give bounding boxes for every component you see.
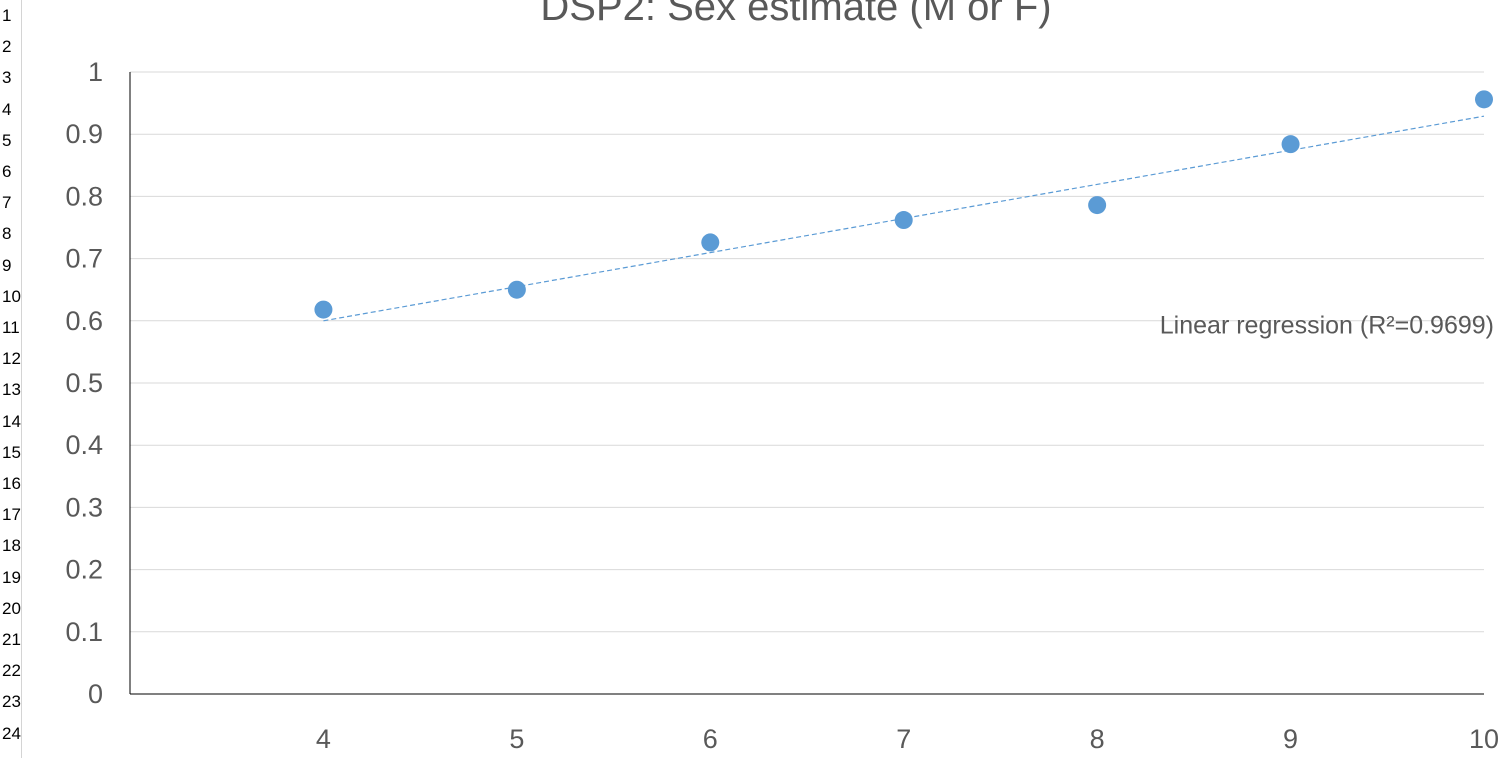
y-tick-label: 0.1 bbox=[65, 617, 103, 647]
row-number: 23 bbox=[2, 692, 21, 712]
y-tick-label: 1 bbox=[88, 57, 103, 87]
x-tick-label: 4 bbox=[316, 724, 331, 754]
row-number: 3 bbox=[2, 68, 12, 88]
x-tick-label: 9 bbox=[1283, 724, 1298, 754]
row-number: 22 bbox=[2, 661, 21, 681]
data-point bbox=[894, 211, 913, 230]
row-number: 1 bbox=[2, 6, 12, 25]
row-number: 20 bbox=[2, 598, 21, 618]
row-number: 8 bbox=[2, 224, 12, 244]
row-number: 21 bbox=[2, 630, 21, 649]
axes bbox=[129, 72, 1484, 695]
row-number: 7 bbox=[2, 193, 12, 213]
row-number: 4 bbox=[2, 99, 12, 119]
row-number: 11 bbox=[2, 318, 20, 337]
data-point bbox=[701, 233, 720, 252]
row-number: 13 bbox=[2, 380, 21, 400]
x-tick-label: 5 bbox=[509, 724, 524, 754]
row-number: 17 bbox=[2, 505, 21, 525]
regression-annotation: Linear regression (R²=0.9699) bbox=[1160, 312, 1494, 340]
y-tick-label: 0.8 bbox=[65, 181, 103, 211]
row-number: 19 bbox=[2, 567, 21, 587]
x-tick-label: 7 bbox=[896, 724, 911, 754]
y-tick-label: 0 bbox=[88, 679, 103, 709]
row-number: 14 bbox=[2, 411, 21, 431]
x-axis-ticks: 4 5 6 7 8 9 10 bbox=[316, 724, 1499, 754]
y-tick-label: 0.4 bbox=[65, 430, 103, 460]
row-number: 2 bbox=[2, 37, 12, 57]
data-point bbox=[1088, 196, 1107, 215]
row-number: 15 bbox=[2, 442, 21, 462]
data-point bbox=[1475, 90, 1493, 109]
data-point bbox=[507, 280, 526, 299]
y-tick-label: 0.9 bbox=[65, 119, 103, 149]
row-number: 5 bbox=[2, 130, 12, 150]
y-tick-label: 0.3 bbox=[65, 492, 103, 522]
grid-lines bbox=[130, 71, 1484, 633]
row-number: 9 bbox=[2, 255, 12, 275]
row-number-gutter: 1 2 3 4 5 6 7 8 9 10 11 12 13 14 15 16 17 18 19 20 21 22 23 24 bbox=[0, 0, 22, 758]
row-number: 12 bbox=[2, 349, 21, 369]
y-tick-label: 0.5 bbox=[65, 368, 103, 398]
x-tick-label: 10 bbox=[1469, 724, 1499, 754]
data-point bbox=[1281, 135, 1300, 154]
row-number: 18 bbox=[2, 536, 21, 556]
chart-title: DSP2: Sex estimate (M or F) bbox=[540, 0, 1051, 29]
x-tick-label: 8 bbox=[1090, 724, 1105, 754]
y-tick-label: 0.6 bbox=[65, 306, 103, 336]
row-number: 10 bbox=[2, 286, 21, 306]
y-axis-ticks: 0 0.1 0.2 0.3 0.4 0.5 0.6 0.7 0.8 0.9 1 bbox=[65, 57, 103, 709]
data-point bbox=[314, 300, 333, 319]
x-tick-label: 6 bbox=[703, 724, 718, 754]
row-number: 24 bbox=[2, 723, 21, 743]
data-points bbox=[314, 90, 1493, 319]
y-tick-label: 0.2 bbox=[65, 555, 103, 585]
row-number: 6 bbox=[2, 162, 12, 181]
row-number: 16 bbox=[2, 474, 21, 493]
y-tick-label: 0.7 bbox=[65, 244, 103, 274]
